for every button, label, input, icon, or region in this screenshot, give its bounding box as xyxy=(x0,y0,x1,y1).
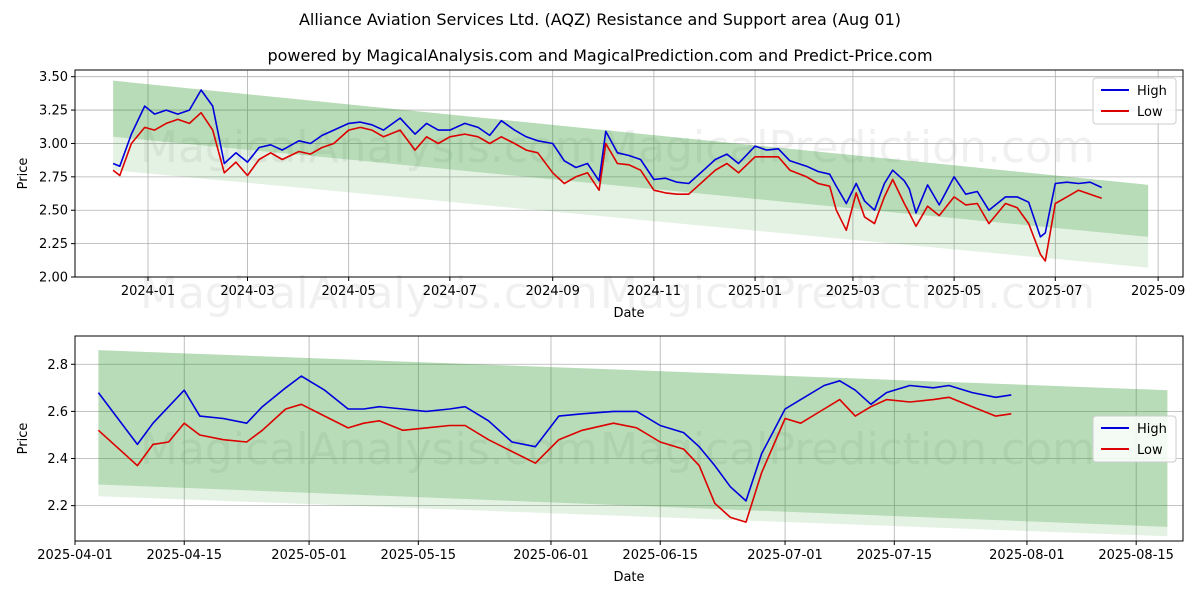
x-tick-label: 2025-07 xyxy=(1028,284,1082,299)
x-tick-label: 2024-01 xyxy=(121,284,175,299)
plot-frame xyxy=(74,335,1184,542)
y-tick-label: 2.4 xyxy=(47,452,68,467)
y-tick-label: 2.6 xyxy=(47,405,68,420)
x-tick-label: 2024-11 xyxy=(627,284,681,299)
y-tick-label: 2.00 xyxy=(39,271,68,286)
y-axis-label: Price xyxy=(16,423,31,455)
y-tick-label: 3.25 xyxy=(39,104,68,119)
x-tick-label: 2025-06-01 xyxy=(513,548,589,563)
x-tick-label: 2024-03 xyxy=(220,284,274,299)
x-tick-label: 2025-07-15 xyxy=(857,548,933,563)
legend-label-low: Low xyxy=(1137,443,1163,458)
x-tick-label: 2025-07-01 xyxy=(747,548,823,563)
x-tick-label: 2025-05 xyxy=(927,284,981,299)
legend: High Low xyxy=(1092,415,1177,463)
x-tick-label: 2025-08-15 xyxy=(1098,548,1174,563)
x-tick-label: 2025-04-01 xyxy=(37,548,113,563)
series-line-low xyxy=(97,396,1012,523)
resistance-support-band xyxy=(98,350,1168,527)
x-tick-label: 2025-09 xyxy=(1131,284,1185,299)
support-band-outer xyxy=(98,350,1168,537)
x-tick-label: 2025-04-15 xyxy=(146,548,222,563)
x-axis-label: Date xyxy=(613,306,644,321)
x-tick-label: 2025-03 xyxy=(826,284,880,299)
y-tick-label: 3.00 xyxy=(39,137,68,152)
series-line-high xyxy=(97,375,1012,502)
y-tick-label: 2.2 xyxy=(47,499,68,514)
y-tick-label: 2.75 xyxy=(39,170,68,185)
legend: High Low xyxy=(1092,77,1177,125)
x-axis-label: Date xyxy=(613,570,644,585)
legend-label-high: High xyxy=(1137,84,1167,99)
plot-frame xyxy=(74,69,1184,278)
chart-top: 2024-01 2024-03 2024-05 2024-07 2024-09 2024-… xyxy=(16,69,1185,321)
legend-label-high: High xyxy=(1137,422,1167,437)
chart-subtitle: powered by MagicalAnalysis.com and Magic… xyxy=(267,46,933,65)
chart-title: Alliance Aviation Services Ltd. (AQZ) Re… xyxy=(298,10,902,29)
x-tick-label: 2025-05-15 xyxy=(381,548,457,563)
x-tick-label: 2024-09 xyxy=(526,284,580,299)
chart-bottom: 2025-04-01 2025-04-15 2025-05-01 2025-05-15… xyxy=(16,335,1184,585)
y-tick-label: 3.50 xyxy=(39,70,68,85)
y-tick-label: 2.8 xyxy=(47,358,68,373)
y-tick-label: 2.25 xyxy=(39,237,68,252)
y-tick-label: 2.50 xyxy=(39,204,68,219)
x-tick-label: 2025-01 xyxy=(728,284,782,299)
x-tick-label: 2025-05-01 xyxy=(271,548,347,563)
resistance-support-band xyxy=(113,80,1149,237)
x-tick-label: 2024-07 xyxy=(423,284,477,299)
series-line-low xyxy=(112,111,1102,262)
support-band-outer xyxy=(113,80,1149,268)
x-tick-label: 2024-05 xyxy=(322,284,376,299)
watermark-analysis-bottom: MagicalAnalysis.com xyxy=(140,424,598,475)
legend-label-low: Low xyxy=(1137,105,1163,120)
x-tick-label: 2025-08-01 xyxy=(989,548,1065,563)
y-axis-label: Price xyxy=(16,158,31,190)
series-line-high xyxy=(112,89,1103,238)
x-tick-label: 2025-06-15 xyxy=(622,548,698,563)
watermark-prediction-top: MagicalPrediction.com xyxy=(600,122,1095,173)
